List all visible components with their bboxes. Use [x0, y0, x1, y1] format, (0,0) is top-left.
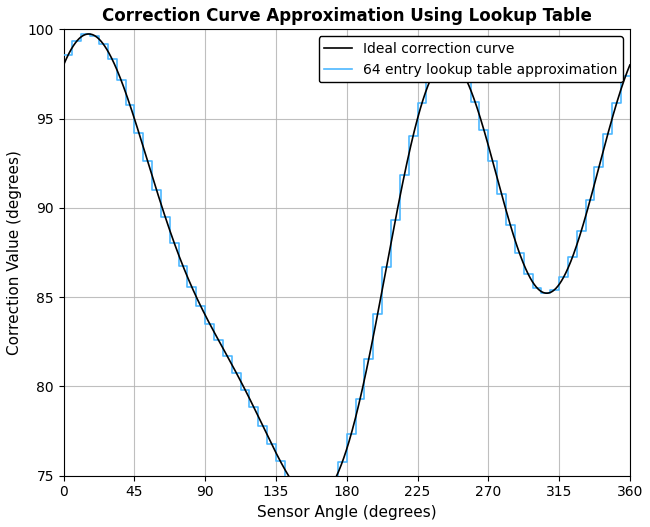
Ideal correction curve: [626, 62, 634, 69]
Ideal correction curve: [60, 62, 68, 68]
Ideal correction curve: [181, 268, 189, 275]
Ideal correction curve: [402, 163, 410, 169]
Ideal correction curve: [626, 62, 634, 68]
Ideal correction curve: [85, 31, 93, 37]
Title: Correction Curve Approximation Using Lookup Table: Correction Curve Approximation Using Loo…: [102, 7, 592, 25]
64 entry lookup table approximation: [555, 286, 563, 292]
Ideal correction curve: [310, 496, 318, 502]
64 entry lookup table approximation: [202, 320, 209, 327]
Ideal correction curve: [573, 243, 580, 249]
64 entry lookup table approximation: [60, 52, 68, 58]
64 entry lookup table approximation: [77, 31, 85, 37]
Legend: Ideal correction curve, 64 entry lookup table approximation: Ideal correction curve, 64 entry lookup …: [318, 36, 623, 82]
64 entry lookup table approximation: [307, 496, 315, 502]
Line: 64 entry lookup table approximation: 64 entry lookup table approximation: [64, 34, 630, 499]
64 entry lookup table approximation: [608, 131, 616, 138]
64 entry lookup table approximation: [272, 458, 280, 464]
64 entry lookup table approximation: [626, 73, 634, 80]
64 entry lookup table approximation: [361, 355, 369, 362]
X-axis label: Sensor Angle (degrees): Sensor Angle (degrees): [257, 505, 437, 520]
Ideal correction curve: [412, 120, 420, 126]
64 entry lookup table approximation: [298, 486, 306, 492]
Y-axis label: Correction Value (degrees): Correction Value (degrees): [7, 150, 22, 355]
Line: Ideal correction curve: Ideal correction curve: [64, 34, 630, 499]
Ideal correction curve: [218, 343, 226, 349]
